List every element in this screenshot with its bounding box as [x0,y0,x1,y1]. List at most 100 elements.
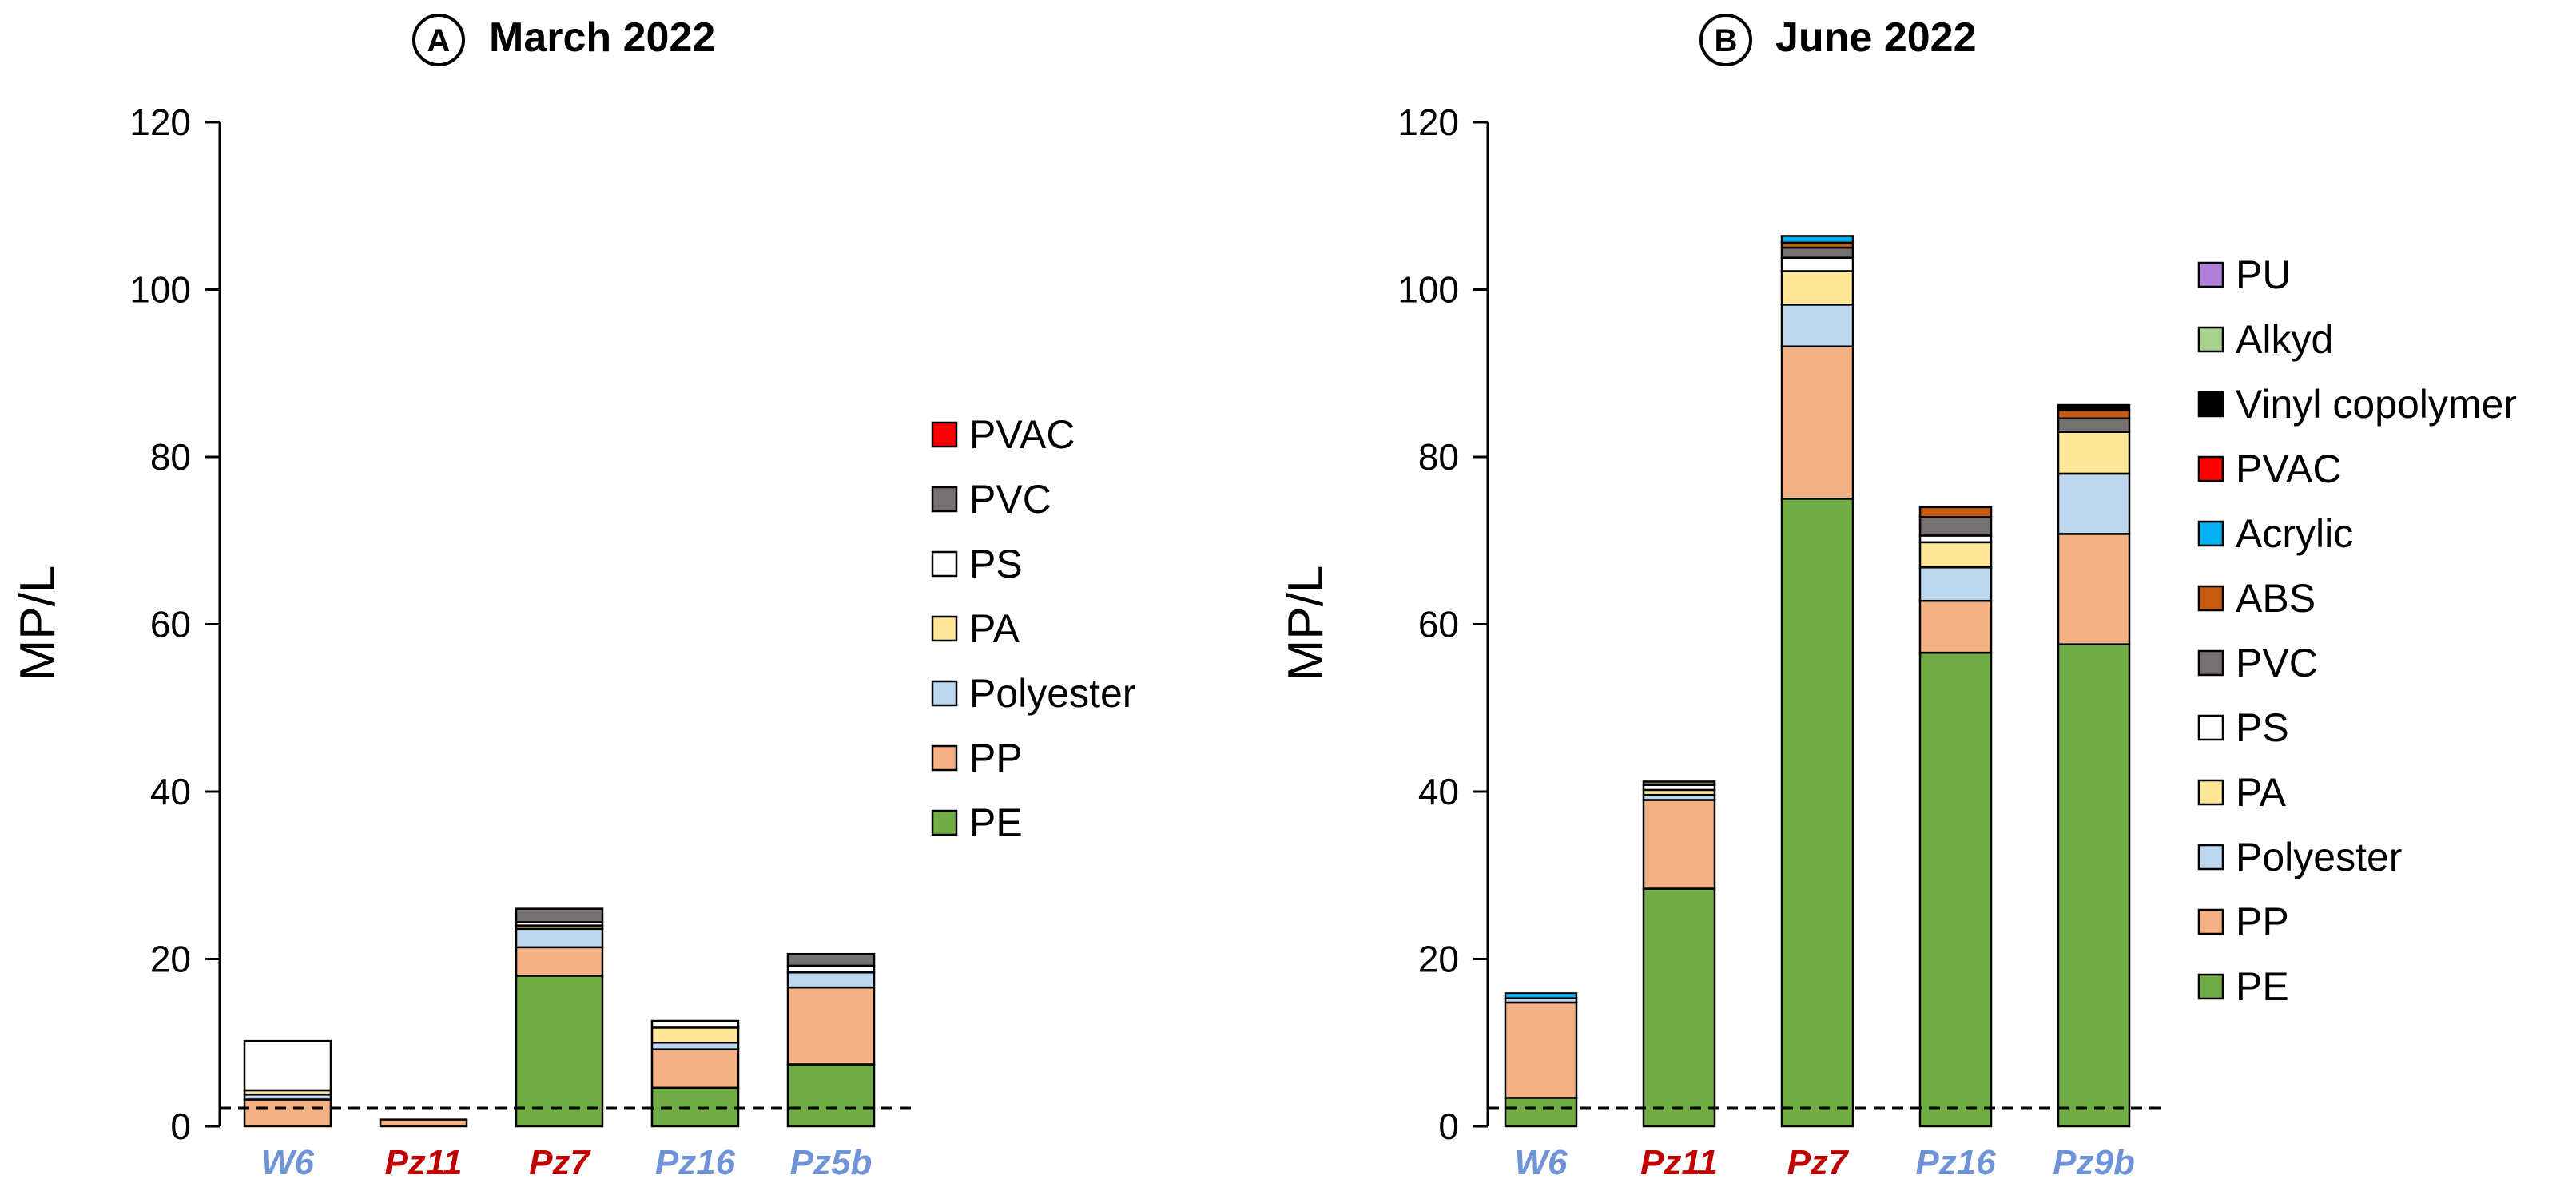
panel-a-y-tick-label: 80 [150,436,191,478]
panel-b-y-tick-label: 120 [1397,101,1459,143]
bar-segment-pz5b-pe [786,1063,876,1128]
panel-b-letter-circle [1699,14,1752,66]
panel-b: B June 2022 MP/L [1278,14,1977,681]
panel-b-letter: B [1715,23,1738,58]
legend-label-pvc: PVC [969,477,1051,522]
bar-segment-pz7-pe [1780,498,1854,1128]
bar-segment-pz16-pp [650,1048,740,1090]
category-label-pz11: Pz11 [384,1143,462,1182]
legend-label-abs: ABS [2236,576,2316,621]
bar-segment-pz7-acrylic [1780,235,1854,244]
bar-segment-pz5b-ps [786,964,876,974]
legend-label-pe: PE [969,800,1023,845]
bar-segment-pz9b-abs [2057,409,2131,420]
bar-segment-w6-pe [1504,1097,1578,1128]
legend-label-acrylic: Acrylic [2236,511,2353,556]
bar-segment-pz5b-pp [786,986,876,1066]
legend-swatch-pp [931,744,958,772]
panel-b-y-tick-label: 20 [1418,939,1459,980]
bar-segment-w6-acrylic [1504,992,1578,999]
legend-swatch-vinyl-copolymer [2197,391,2224,418]
panel-b-y-tick-label: 100 [1397,269,1459,311]
panel-a-y-tick-label: 0 [170,1106,191,1147]
legend-label-pvc: PVC [2236,641,2318,685]
legend-swatch-polyester [931,680,958,707]
bar-segment-pz9b-pp [2057,533,2131,645]
legend-label-pp: PP [2236,899,2289,944]
legend-label-ps: PS [969,542,1023,586]
category-label-w6: W6 [261,1143,315,1182]
legend-label-polyester: Polyester [969,671,1135,716]
legend-swatch-ps [931,550,958,578]
category-label-pz7: Pz7 [529,1143,591,1182]
panel-a-y-tick-label: 60 [150,604,191,645]
legend-label-ps: PS [2236,705,2289,750]
bar-segment-pz16-pa [650,1026,740,1044]
bar-segment-pz11-pe [1642,887,1716,1128]
bar-segment-pz9b-polyester [2057,472,2131,535]
bar-segment-pz7-polyester [515,927,604,949]
legend-swatch-pvac [2197,455,2224,482]
legend-swatch-pe [2197,973,2224,1000]
bar-segment-pz16-pp [1918,599,1993,654]
panel-b-plot: 0 20 40 60 80 100 120 W6 Pz11 Pz7 Pz16 Pz9b PE PP Poly… [1397,101,2517,1182]
panel-b-title: June 2022 [1775,14,1977,61]
legend-label-pe: PE [2236,964,2289,1009]
bar-segment-pz11-pp [1642,799,1716,890]
panel-a-y-tick-label: 40 [150,771,191,812]
bar-segment-pz5b-polyester [786,971,876,989]
category-label-pz9b: Pz9b [2053,1143,2135,1182]
legend-label-polyester: Polyester [2236,835,2402,879]
bar-segment-pz16-pe [1918,651,1993,1128]
bar-segment-pz16-ps [1918,534,1993,544]
category-label-w6: W6 [1515,1143,1568,1182]
bar-segment-pz7-pe [515,975,604,1128]
legend-label-pu: PU [2236,252,2291,297]
bar-segment-pz7-pp [1780,345,1854,500]
category-label-pz11: Pz11 [1640,1143,1718,1182]
legend-label-pvac: PVAC [969,412,1075,457]
bar-segment-pz9b-pa [2057,431,2131,475]
bar-segment-w6-pp [1504,1001,1578,1099]
legend-label-vinyl-copolymer: Vinyl copolymer [2236,382,2517,427]
legend-label-pvac: PVAC [2236,447,2341,491]
legend-swatch-pa [931,615,958,642]
panel-a-y-tick-label: 20 [150,939,191,980]
legend-swatch-pvc [2197,649,2224,677]
bar-segment-pz9b-pvc [2057,417,2131,433]
bar-segment-pz7-pvc [515,907,604,923]
bar-segment-pz11-pp [379,1118,468,1128]
bar-segment-pz16-ps [650,1019,740,1029]
legend-label-pp: PP [969,736,1023,780]
panel-a-title: March 2022 [489,14,715,61]
legend-swatch-abs [2197,585,2224,612]
legend-swatch-acrylic [2197,520,2224,547]
panel-b-y-tick-label: 60 [1418,604,1459,645]
legend-swatch-pvc [931,486,958,513]
category-label-pz16: Pz16 [1915,1143,1996,1182]
bar-segment-pz16-pa [1918,541,1993,569]
category-label-pz7: Pz7 [1787,1143,1850,1182]
legend-swatch-pvac [931,421,958,448]
panel-a-letter: A [427,23,451,58]
bar-segment-pz11-pvc [1642,780,1716,786]
bar-segment-pz7-pvc [1780,246,1854,259]
bar-segment-pz7-polyester [1780,304,1854,347]
bar-segment-pz7-pa [1780,270,1854,306]
legend-label-alkyd: Alkyd [2236,317,2333,362]
panel-b-y-tick-label: 0 [1438,1106,1459,1147]
panel-a-y-axis-label: MP/L [10,566,66,681]
bar-segment-pz5b-pvc [786,952,876,967]
legend-swatch-pp [2197,908,2224,935]
bar-segment-pz16-pvc [1918,516,1993,537]
legend-swatch-pa [2197,779,2224,806]
bar-segment-pz16-polyester [1918,566,1993,602]
bar-segment-w6-pp [243,1098,332,1128]
legend-swatch-alkyd [2197,326,2224,353]
bar-segment-pz7-pp [515,946,604,977]
bar-segment-pz9b-pe [2057,643,2131,1128]
legend-swatch-ps [2197,714,2224,741]
legend-swatch-pe [931,809,958,836]
